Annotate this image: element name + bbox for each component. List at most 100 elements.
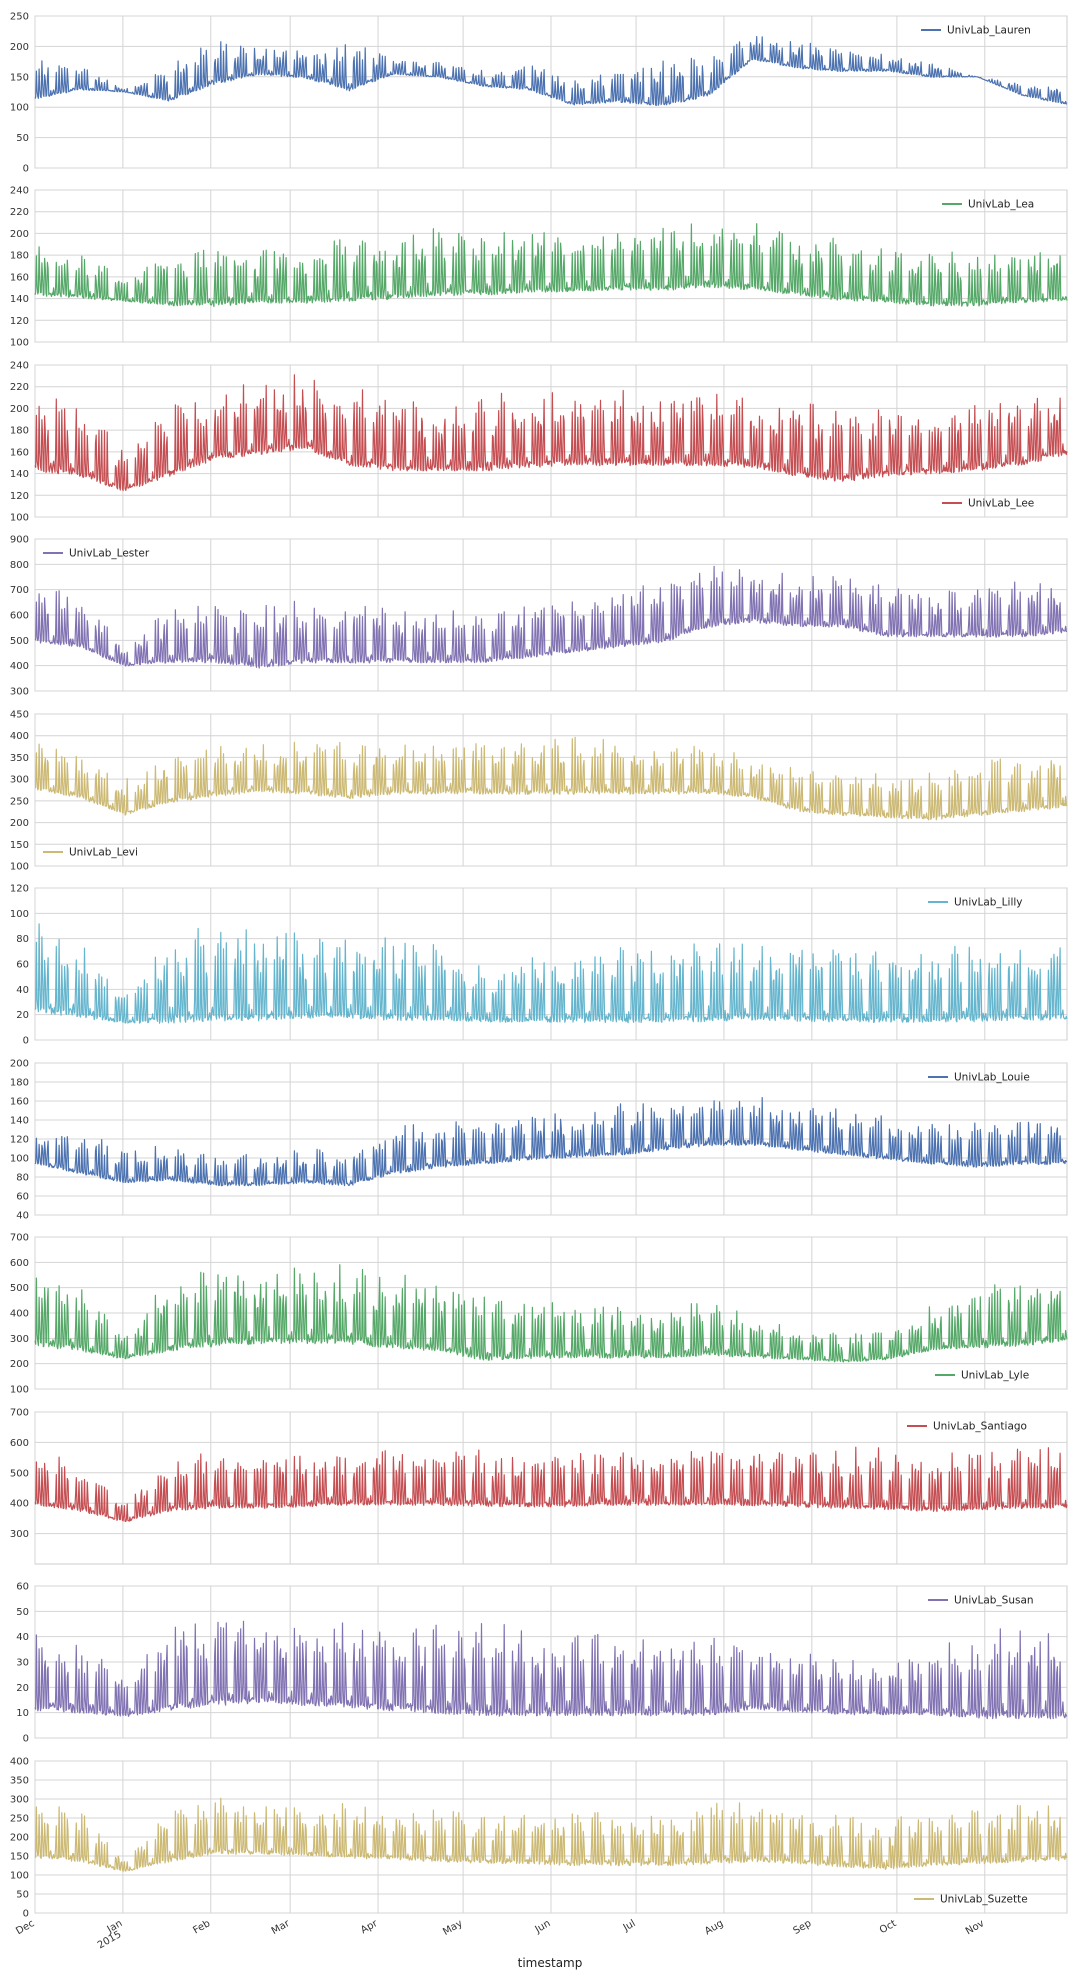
y-tick-label: 100 <box>10 1385 29 1396</box>
y-tick-label: 300 <box>10 1529 29 1540</box>
legend-UnivLab_Lea: UnivLab_Lea <box>942 199 1034 211</box>
y-tick-label: 100 <box>10 338 29 349</box>
legend-label: UnivLab_Lyle <box>961 1370 1029 1382</box>
y-tick-label: 10 <box>16 1708 29 1719</box>
y-tick-label: 30 <box>16 1658 29 1669</box>
y-tick-label: 500 <box>10 636 29 647</box>
series-line-UnivLab_Louie <box>34 1096 1068 1187</box>
y-tick-label: 120 <box>10 884 29 895</box>
y-tick-label: 200 <box>10 404 29 415</box>
y-tick-label: 20 <box>16 1010 29 1021</box>
panel-UnivLab_Lee: 100 120 140 160 180 200 220 240 UnivLab_Lee <box>10 361 1068 524</box>
y-tick-label: 60 <box>16 1582 29 1593</box>
y-tick-label: 60 <box>16 1192 29 1203</box>
y-tick-label: 600 <box>10 1438 29 1449</box>
y-tick-label: 200 <box>10 229 29 240</box>
y-tick-label: 200 <box>10 818 29 829</box>
y-tick-label: 150 <box>10 840 29 851</box>
y-tick-label: 0 <box>23 1036 29 1047</box>
y-tick-label: 120 <box>10 316 29 327</box>
y-tick-label: 220 <box>10 382 29 393</box>
y-tick-label: 50 <box>16 1607 29 1618</box>
x-tick-label: Feb <box>191 1918 212 1936</box>
y-tick-label: 180 <box>10 426 29 437</box>
y-tick-label: 700 <box>10 585 29 596</box>
legend-UnivLab_Suzette: UnivLab_Suzette <box>914 1894 1028 1906</box>
legend-UnivLab_Lyle: UnivLab_Lyle <box>935 1370 1029 1382</box>
legend-UnivLab_Levi: UnivLab_Levi <box>43 847 138 859</box>
y-tick-label: 20 <box>16 1683 29 1694</box>
panel-UnivLab_Levi: 100 150 200 250 300 350 400 450 UnivLab_Levi <box>10 710 1068 873</box>
y-tick-label: 0 <box>23 1734 29 1745</box>
y-tick-label: 100 <box>10 909 29 920</box>
legend-label: UnivLab_Levi <box>69 847 138 859</box>
y-tick-label: 60 <box>16 960 29 971</box>
y-tick-label: 300 <box>10 687 29 698</box>
y-tick-label: 80 <box>16 1173 29 1184</box>
panel-UnivLab_Lauren: 0 50 100 150 200 250 UnivLab_Lauren <box>10 12 1068 175</box>
y-tick-label: 40 <box>16 1211 29 1222</box>
y-tick-label: 250 <box>10 1814 29 1825</box>
y-tick-label: 400 <box>10 1499 29 1510</box>
y-tick-label: 140 <box>10 294 29 305</box>
series-line-UnivLab_Suzette <box>34 1797 1068 1873</box>
y-tick-label: 400 <box>10 731 29 742</box>
y-tick-label: 220 <box>10 207 29 218</box>
chart-panels: 050100150200250UnivLab_Lauren10012014016… <box>10 12 1068 1920</box>
y-tick-label: 120 <box>10 491 29 502</box>
panel-UnivLab_Lyle: 100 200 300 400 500 600 700 UnivLab_Lyle <box>10 1233 1068 1396</box>
y-tick-label: 150 <box>10 1852 29 1863</box>
legend-label: UnivLab_Susan <box>954 1595 1034 1607</box>
x-tick-label: Mar <box>270 1918 293 1937</box>
legend-UnivLab_Susan: UnivLab_Susan <box>928 1595 1034 1607</box>
y-tick-label: 180 <box>10 251 29 262</box>
panel-UnivLab_Suzette: 0 50 100 150 200 250 300 350 400 UnivLab_Suzette <box>10 1757 1068 1920</box>
legend-label: UnivLab_Lauren <box>947 25 1031 37</box>
series-line-UnivLab_Susan <box>34 1620 1068 1720</box>
x-tick-label: Dec <box>14 1918 36 1937</box>
series-line-UnivLab_Lyle <box>34 1264 1068 1363</box>
legend-UnivLab_Lauren: UnivLab_Lauren <box>921 25 1031 37</box>
y-tick-label: 400 <box>10 1757 29 1768</box>
y-tick-label: 250 <box>10 12 29 23</box>
y-tick-label: 350 <box>10 753 29 764</box>
y-tick-label: 100 <box>10 862 29 873</box>
panel-UnivLab_Lea: 100 120 140 160 180 200 220 240 UnivLab_Lea <box>10 186 1068 349</box>
y-tick-label: 150 <box>10 72 29 83</box>
y-tick-label: 160 <box>10 447 29 458</box>
y-tick-label: 900 <box>10 535 29 546</box>
panel-UnivLab_Santiago: 300 400 500 600 700 UnivLab_Santiago <box>10 1408 1068 1565</box>
legend-UnivLab_Lester: UnivLab_Lester <box>43 548 150 560</box>
y-tick-label: 200 <box>10 1059 29 1070</box>
y-tick-label: 100 <box>10 1871 29 1882</box>
y-tick-label: 240 <box>10 361 29 372</box>
x-tick-label: Sep <box>792 1918 814 1937</box>
x-tick-label: Apr <box>359 1918 380 1937</box>
y-tick-label: 160 <box>10 272 29 283</box>
y-tick-label: 180 <box>10 1078 29 1089</box>
legend-UnivLab_Lee: UnivLab_Lee <box>942 498 1034 510</box>
y-tick-label: 800 <box>10 560 29 571</box>
legend-label: UnivLab_Lea <box>968 199 1034 211</box>
y-tick-label: 240 <box>10 186 29 197</box>
series-line-UnivLab_Lester <box>34 565 1068 669</box>
y-tick-label: 600 <box>10 611 29 622</box>
y-tick-label: 600 <box>10 1258 29 1269</box>
y-tick-label: 200 <box>10 42 29 53</box>
legend-UnivLab_Louie: UnivLab_Louie <box>928 1072 1030 1084</box>
legend-label: UnivLab_Lilly <box>954 897 1023 909</box>
x-tick-label: Nov <box>964 1918 986 1937</box>
legend-UnivLab_Lilly: UnivLab_Lilly <box>928 897 1023 909</box>
y-tick-label: 200 <box>10 1359 29 1370</box>
legend-UnivLab_Santiago: UnivLab_Santiago <box>907 1421 1027 1433</box>
x-tick-label: May <box>441 1918 464 1938</box>
y-tick-label: 500 <box>10 1468 29 1479</box>
x-tick-label: Oct <box>878 1918 899 1936</box>
y-tick-label: 100 <box>10 103 29 114</box>
y-tick-label: 400 <box>10 661 29 672</box>
series-line-UnivLab_Santiago <box>34 1446 1068 1523</box>
series-line-UnivLab_Levi <box>34 736 1068 821</box>
series-line-UnivLab_Lee <box>34 374 1068 492</box>
